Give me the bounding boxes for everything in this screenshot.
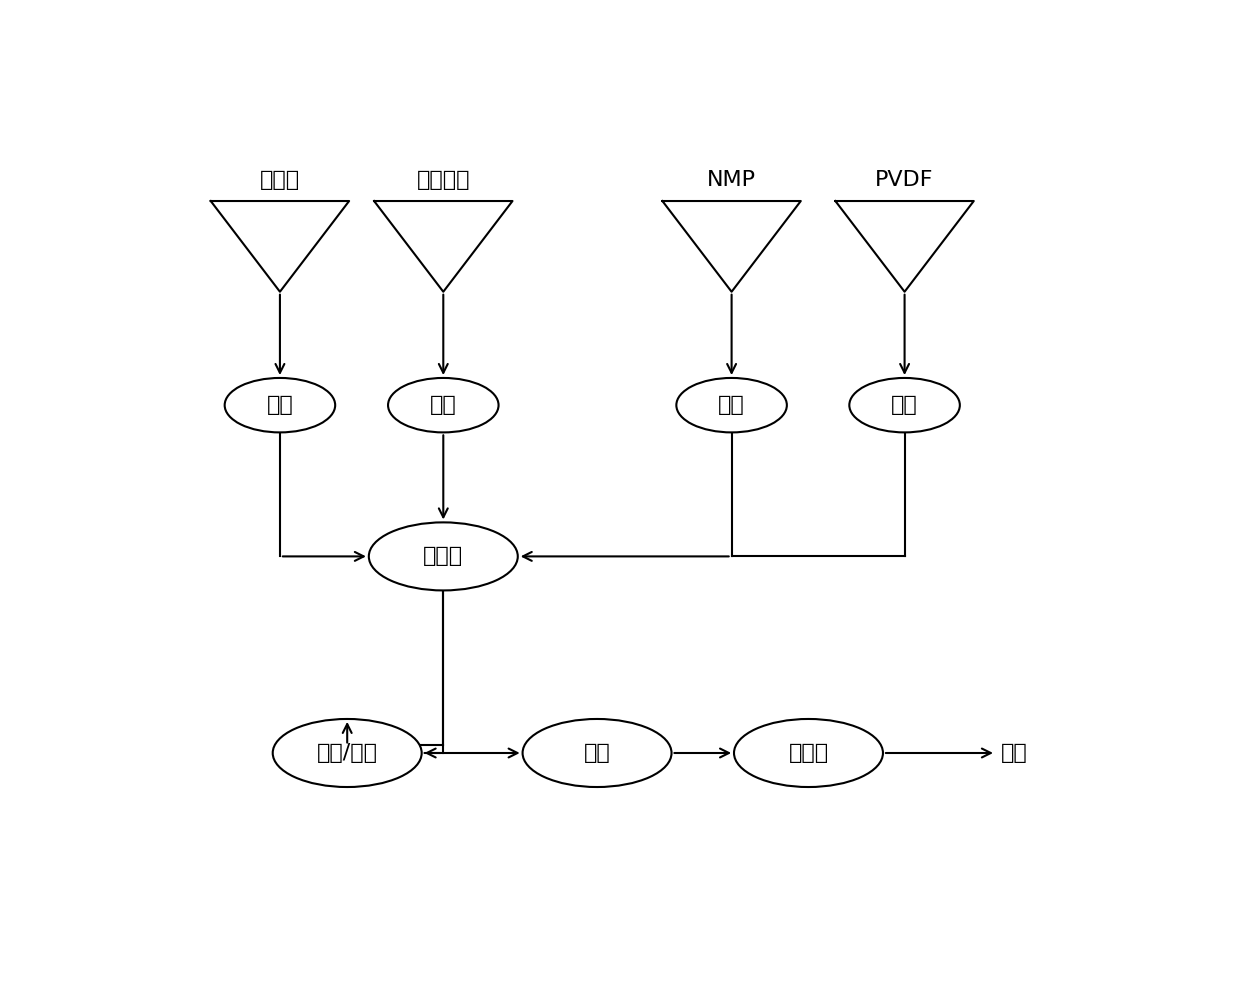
Text: 导电剂: 导电剂 <box>260 170 300 190</box>
Ellipse shape <box>676 378 787 432</box>
Ellipse shape <box>224 378 335 432</box>
Text: 除铁/脱泡: 除铁/脱泡 <box>316 743 378 763</box>
Text: 过滤: 过滤 <box>584 743 610 763</box>
Ellipse shape <box>368 522 518 590</box>
Text: PVDF: PVDF <box>875 170 934 190</box>
Ellipse shape <box>522 719 672 787</box>
Text: 活性物质: 活性物质 <box>417 170 470 190</box>
Text: 储存罐: 储存罐 <box>789 743 828 763</box>
Text: 搞拌罐: 搞拌罐 <box>423 546 464 567</box>
Ellipse shape <box>849 378 960 432</box>
Text: 涂布: 涂布 <box>1001 743 1028 763</box>
Text: NMP: NMP <box>707 170 756 190</box>
Ellipse shape <box>734 719 883 787</box>
Text: 计量: 计量 <box>430 395 456 415</box>
Text: 计量: 计量 <box>267 395 294 415</box>
Text: 计量: 计量 <box>892 395 918 415</box>
Ellipse shape <box>273 719 422 787</box>
Ellipse shape <box>388 378 498 432</box>
Text: 计量: 计量 <box>718 395 745 415</box>
